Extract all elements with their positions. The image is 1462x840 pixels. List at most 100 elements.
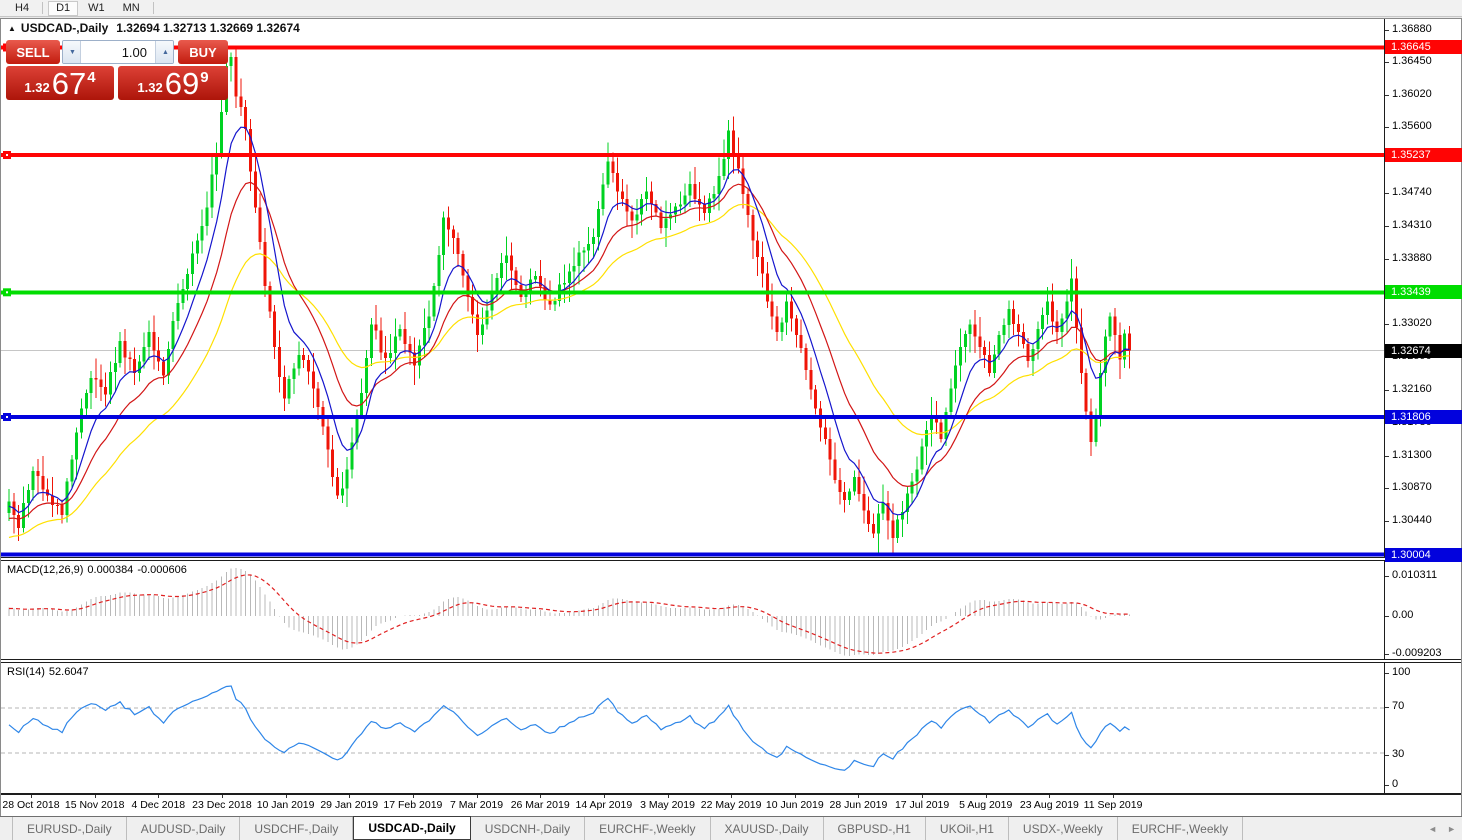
axis-tick <box>1385 488 1389 490</box>
level-price-label: 1.31806 <box>1385 410 1462 424</box>
axis-tick <box>1385 389 1389 391</box>
axis-tick-label: 1.34740 <box>1392 185 1432 198</box>
axis-tick <box>1385 673 1389 674</box>
date-label: 22 May 2019 <box>700 799 762 811</box>
date-label: 7 Mar 2019 <box>449 799 504 811</box>
price-chart-canvas[interactable] <box>1 19 1384 557</box>
date-tick <box>1049 795 1051 798</box>
timeframe-button-d1[interactable]: D1 <box>48 0 79 16</box>
volume-increase-button[interactable]: ▲ <box>155 41 173 63</box>
panel-splitter[interactable] <box>1 557 1461 561</box>
rsi-panel[interactable]: RSI(14) 52.6047 <box>1 663 1384 793</box>
date-label: 23 Dec 2018 <box>192 799 252 811</box>
date-tick <box>603 795 605 798</box>
rsi-scale-label: 100 <box>1392 666 1411 678</box>
date-tick <box>667 795 669 798</box>
date-tick <box>985 795 987 798</box>
rsi-value: 52.6047 <box>48 666 89 678</box>
axis-tick-label: 1.35600 <box>1392 120 1432 133</box>
buy-button[interactable]: BUY <box>178 40 228 64</box>
level-price-label: 1.33439 <box>1385 285 1462 300</box>
rsi-scale-label: 0 <box>1392 778 1399 790</box>
axis-tick <box>1385 785 1389 786</box>
tab-xauusd-daily[interactable]: XAUUSD-,Daily <box>711 817 824 840</box>
date-label: 14 Apr 2019 <box>575 799 633 811</box>
axis-tick <box>1385 62 1389 64</box>
rsi-canvas <box>1 685 1384 771</box>
volume-input[interactable] <box>81 41 155 63</box>
date-tick <box>158 795 160 798</box>
axis-tick-label: 1.36020 <box>1392 88 1432 101</box>
buy-price-display[interactable]: 1.32 69 9 <box>118 66 228 100</box>
timeframe-button-w1[interactable]: W1 <box>80 1 113 16</box>
level-price-label: 1.35237 <box>1385 148 1462 162</box>
chevron-down-icon: ▼ <box>69 48 76 56</box>
volume-decrease-button[interactable]: ▼ <box>63 41 81 63</box>
macd-scale-label: 0.00 <box>1392 609 1414 621</box>
chart-tab-bar: EURUSD-,Daily AUDUSD-,Daily USDCHF-,Daily U… <box>0 816 1462 840</box>
date-label: 26 Mar 2019 <box>510 799 570 811</box>
axis-tick <box>1385 707 1389 708</box>
date-tick <box>858 795 860 798</box>
axis-tick-label: 1.31300 <box>1392 448 1432 461</box>
volume-spinner: ▼ ▲ <box>62 40 174 64</box>
axis-tick <box>1385 616 1389 617</box>
date-tick <box>731 795 733 798</box>
axis-tick <box>1385 258 1389 260</box>
axis-tick-label: 1.33020 <box>1392 317 1432 330</box>
time-axis: 28 Oct 2018 15 Nov 2018 4 Dec 2018 23 Dec 2… <box>1 795 1461 816</box>
tab-scroll-right-icon[interactable]: ► <box>1447 823 1456 834</box>
macd-label: MACD(12,26,9) 0.000384 -0.000606 <box>7 564 187 576</box>
axis-tick-label: 1.32160 <box>1392 382 1432 395</box>
macd-main-value: 0.000384 <box>87 564 134 576</box>
macd-panel[interactable]: MACD(12,26,9) 0.000384 -0.000606 <box>1 561 1384 659</box>
timeframe-button-mn[interactable]: MN <box>115 1 148 16</box>
tab-scroll-left-icon[interactable]: ◄ <box>1428 823 1438 834</box>
collapse-arrow-icon[interactable]: ▲ <box>8 24 16 33</box>
axis-tick-label: 1.33880 <box>1392 251 1432 264</box>
chart-title: ▲ USDCAD-,Daily 1.32694 1.32713 1.32669 1.… <box>8 21 300 35</box>
sell-price-display[interactable]: 1.32 67 4 <box>6 66 114 100</box>
tab-usdcad-daily[interactable]: USDCAD-,Daily <box>353 816 471 840</box>
date-tick <box>794 795 796 798</box>
axis-tick-label: 1.30440 <box>1392 514 1432 527</box>
panel-splitter[interactable] <box>1 659 1461 663</box>
timeframe-button-h4[interactable]: H4 <box>7 1 37 16</box>
date-label: 17 Jul 2019 <box>894 799 950 811</box>
date-label: 23 Aug 2019 <box>1019 799 1079 811</box>
window-bottom-edge <box>0 816 1462 817</box>
date-label: 15 Nov 2018 <box>64 799 125 811</box>
price-chart-panel[interactable] <box>1 19 1384 557</box>
axis-tick <box>1385 755 1389 756</box>
sell-button[interactable]: SELL <box>6 40 60 64</box>
tab-eurusd-daily[interactable]: EURUSD-,Daily <box>12 817 127 840</box>
price-axis: 1.368801.364501.360201.356001.351701.347… <box>1384 19 1462 793</box>
level-price-label: 1.36645 <box>1385 40 1462 55</box>
tab-usdx-weekly[interactable]: USDX-,Weekly <box>1009 817 1118 840</box>
tab-audusd-daily[interactable]: AUDUSD-,Daily <box>127 817 241 840</box>
tab-gbpusd-h1[interactable]: GBPUSD-,H1 <box>824 817 926 840</box>
tab-usdchf-daily[interactable]: USDCHF-,Daily <box>240 817 354 840</box>
date-tick <box>1113 795 1115 798</box>
rsi-scale-label: 30 <box>1392 748 1405 760</box>
tab-eurchf-weekly[interactable]: EURCHF-,Weekly <box>585 817 711 840</box>
ohlc-values: 1.32694 1.32713 1.32669 1.32674 <box>116 21 300 35</box>
current-price-label: 1.32674 <box>1385 343 1462 358</box>
axis-tick <box>1385 127 1389 129</box>
axis-tick <box>1385 324 1389 326</box>
date-label: 11 Sep 2019 <box>1083 799 1143 811</box>
rsi-label: RSI(14) 52.6047 <box>7 666 89 678</box>
level-price-label: 1.30004 <box>1385 547 1462 562</box>
axis-tick <box>1385 521 1389 523</box>
date-tick <box>31 795 32 798</box>
date-tick <box>476 795 478 798</box>
macd-canvas <box>8 568 1131 656</box>
tab-eurchf-weekly[interactable]: EURCHF-,Weekly <box>1118 817 1244 840</box>
axis-tick <box>1385 192 1389 194</box>
tab-usdcnh-daily[interactable]: USDCNH-,Daily <box>471 817 586 840</box>
axis-tick <box>1385 225 1389 227</box>
date-label: 5 Aug 2019 <box>959 799 1013 811</box>
tab-ukoil-h1[interactable]: UKOil-,H1 <box>926 817 1009 840</box>
date-tick <box>94 795 96 798</box>
